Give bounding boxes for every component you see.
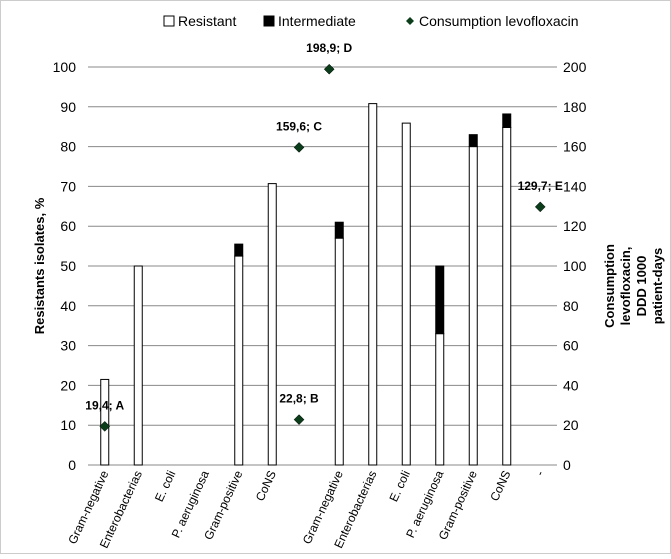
legend-swatch-consumption xyxy=(406,17,414,25)
y-right-axis-title-line: levofloxacin, xyxy=(618,247,633,326)
consumption-markers: 19,4; A 22,8; B 159,6; C 198,9; D 129,7; E xyxy=(85,41,563,432)
consumption-data-label: 22,8; B xyxy=(279,392,319,406)
gridlines xyxy=(88,66,557,466)
y-left-tick-label: 0 xyxy=(68,457,76,473)
y-left-tick-label: 40 xyxy=(60,298,76,314)
y-left-tick-label: 70 xyxy=(60,178,76,194)
intermediate-bar xyxy=(502,113,512,128)
y-right-tick-label: 60 xyxy=(563,338,579,354)
y-right-axis-title-line: DDD 1000 xyxy=(634,256,649,317)
y-right-tick-label: 80 xyxy=(563,298,579,314)
y-right-tick-label: 160 xyxy=(563,139,587,155)
y-left-tick-label: 30 xyxy=(60,338,76,354)
y-right-tick-label: 20 xyxy=(563,417,579,433)
resistant-bar xyxy=(267,183,277,466)
consumption-data-label: 129,7; E xyxy=(518,179,563,193)
y-left-tick-label: 90 xyxy=(60,99,76,115)
axes: 0 10 20 30 40 50 60 70 80 90 100 0 20 40 60 80 100 120 140… xyxy=(53,59,587,473)
intermediate-bar xyxy=(468,134,478,148)
consumption-marker xyxy=(323,63,335,75)
resistant-bar xyxy=(401,122,411,466)
legend-label: Resistant xyxy=(178,13,236,29)
resistant-bar xyxy=(502,126,512,466)
consumption-data-label: 159,6; C xyxy=(276,119,322,133)
y-right-axis-title-line: patient-days xyxy=(650,248,665,325)
resistant-bar xyxy=(435,333,445,466)
resistant-bar xyxy=(368,103,378,466)
consumption-marker xyxy=(293,142,305,153)
legend-swatch-intermediate xyxy=(263,15,275,27)
y-left-axis-title: Resistants isolates, % xyxy=(32,197,47,334)
resistant-bar xyxy=(133,265,143,466)
intermediate-bar xyxy=(334,221,344,239)
resistant-bar xyxy=(234,255,244,466)
consumption-data-label: 19,4; A xyxy=(85,398,124,412)
y-right-tick-label: 100 xyxy=(563,258,587,274)
y-right-tick-label: 0 xyxy=(563,457,571,473)
consumption-marker xyxy=(99,421,111,432)
y-left-tick-label: 80 xyxy=(60,139,76,155)
y-left-tick-label: 100 xyxy=(53,59,77,75)
y-right-tick-label: 40 xyxy=(563,377,579,393)
y-left-tick-label: 50 xyxy=(60,258,76,274)
y-left-tick-label: 60 xyxy=(60,218,76,234)
intermediate-bar xyxy=(435,265,445,335)
resistant-bar xyxy=(468,146,478,466)
consumption-marker xyxy=(293,414,305,425)
y-left-tick-label: 20 xyxy=(60,377,76,393)
y-left-tick-label: 10 xyxy=(60,417,76,433)
legend-label: Intermediate xyxy=(278,13,356,29)
y-right-tick-label: 180 xyxy=(563,99,587,115)
legend-label: Consumption levofloxacin xyxy=(419,13,579,29)
consumption-marker xyxy=(534,201,546,213)
x-category-label: - xyxy=(533,468,547,478)
consumption-data-label: 198,9; D xyxy=(306,41,352,55)
y-right-tick-label: 120 xyxy=(563,218,587,234)
y-right-tick-label: 140 xyxy=(563,178,587,194)
y-right-tick-label: 200 xyxy=(563,59,587,75)
y-right-axis-title-line: Consumption xyxy=(602,244,617,328)
resistant-bar xyxy=(334,237,344,466)
intermediate-bar xyxy=(234,243,244,257)
legend: Resistant Intermediate Consumption levoflo… xyxy=(163,13,579,29)
legend-swatch-resistant xyxy=(163,15,175,27)
